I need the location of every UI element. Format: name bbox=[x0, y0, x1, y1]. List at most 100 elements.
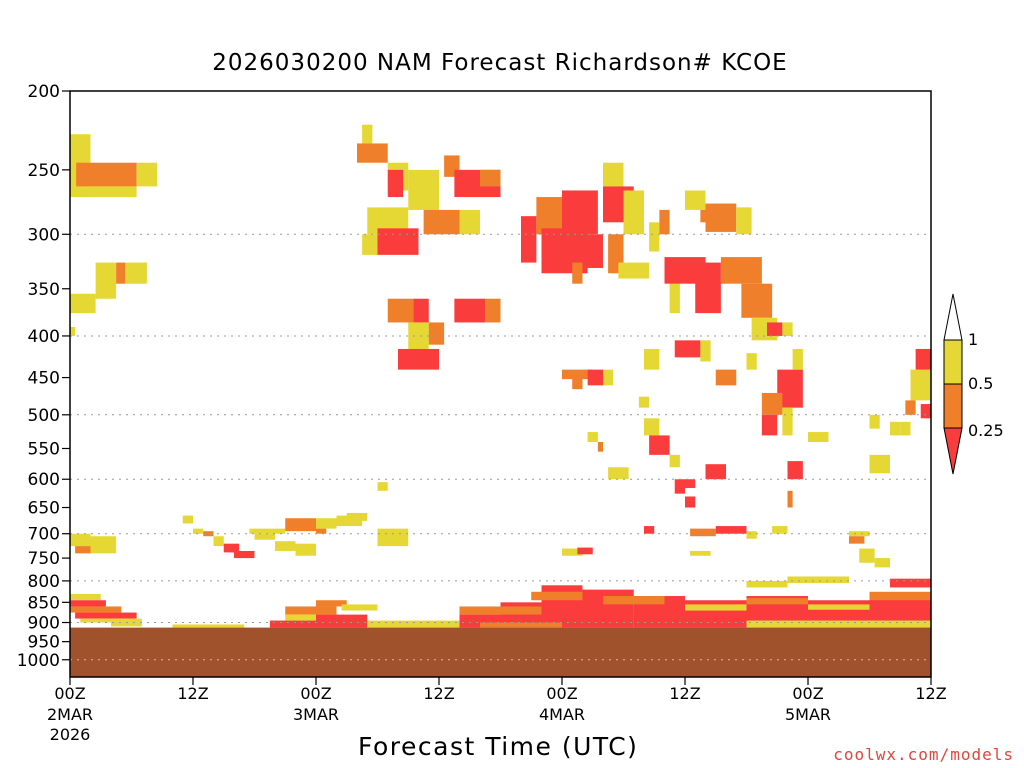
x-tick-label: 12Z bbox=[423, 684, 454, 703]
ri-cell-low bbox=[269, 620, 316, 628]
ri-cell-mid bbox=[459, 606, 542, 615]
ri-cell-mid bbox=[849, 536, 865, 544]
ri-cell-high bbox=[346, 512, 368, 521]
ri-cell-high bbox=[808, 604, 870, 610]
y-tick-label: 750 bbox=[28, 549, 60, 569]
ri-cell-low bbox=[387, 169, 404, 198]
ri-cell-low bbox=[915, 348, 931, 370]
ri-cell-high bbox=[254, 533, 275, 540]
chart-title: 2026030200 NAM Forecast Richardson# KCOE bbox=[212, 50, 788, 76]
ri-cell-low bbox=[413, 298, 429, 323]
ri-cell-mid bbox=[76, 162, 137, 187]
ri-cell-low bbox=[674, 340, 701, 358]
x-date-label: 5MAR bbox=[785, 705, 831, 724]
x-axis-label: Forecast Time (UTC) bbox=[358, 732, 639, 761]
y-tick-label: 400 bbox=[28, 327, 60, 347]
ri-cell-high bbox=[874, 558, 890, 568]
colorbar-bin-high bbox=[943, 339, 963, 385]
ri-cell-high bbox=[193, 528, 204, 534]
ri-cell-high bbox=[111, 622, 142, 627]
x-date-label: 3MAR bbox=[293, 705, 339, 724]
ri-cell-low bbox=[223, 543, 240, 553]
ri-cell-low bbox=[541, 585, 583, 628]
ri-cell-mid bbox=[116, 262, 126, 284]
ri-cell-high bbox=[213, 536, 224, 547]
ri-cell-high bbox=[700, 340, 711, 362]
ri-cell-high bbox=[70, 533, 91, 547]
ri-cell-mid bbox=[480, 169, 501, 187]
ri-cell-high bbox=[772, 526, 788, 534]
ri-cell-high bbox=[685, 190, 706, 210]
gridlines bbox=[70, 233, 931, 661]
x-date-label: 4MAR bbox=[539, 705, 585, 724]
ri-cell-high bbox=[685, 604, 747, 611]
ri-cell-high bbox=[849, 531, 870, 537]
ri-cell-high bbox=[341, 604, 378, 611]
colorbar-label: 0.25 bbox=[968, 421, 1004, 440]
plot-frame bbox=[69, 90, 932, 678]
ri-cell-high bbox=[690, 550, 711, 556]
ri-cell-high bbox=[808, 432, 829, 443]
ri-cell-high bbox=[125, 262, 147, 284]
y-tick-label: 850 bbox=[28, 593, 60, 613]
ri-cell-high bbox=[362, 234, 378, 255]
y-tick-label: 450 bbox=[28, 369, 60, 389]
ri-cell-high bbox=[367, 620, 460, 628]
ri-cell-mid bbox=[387, 298, 414, 323]
y-tick-label: 300 bbox=[28, 225, 60, 245]
ri-cell-high bbox=[316, 518, 337, 529]
source-credit: coolwx.com/models bbox=[833, 745, 1014, 764]
ri-cell-high bbox=[70, 293, 96, 314]
y-tick-label: 950 bbox=[28, 633, 60, 653]
ri-cell-high bbox=[638, 396, 650, 408]
ri-cell-low bbox=[644, 526, 655, 534]
ri-cell-high bbox=[377, 528, 409, 547]
ri-cell-low bbox=[685, 600, 747, 628]
ri-cell-high bbox=[459, 209, 480, 235]
ri-cell-mid bbox=[572, 262, 583, 284]
x-date-label: 2026 bbox=[50, 725, 91, 744]
ri-cell-high bbox=[408, 169, 439, 210]
colorbar-label: 0.5 bbox=[968, 374, 993, 393]
ri-cell-low bbox=[582, 234, 603, 268]
y-tick-label: 900 bbox=[28, 614, 60, 634]
ri-cell-high bbox=[736, 207, 752, 235]
ri-cell-mid bbox=[75, 546, 91, 554]
ri-cell-low bbox=[398, 348, 439, 370]
ri-cell-low bbox=[316, 614, 368, 628]
y-tick-label: 650 bbox=[28, 499, 60, 519]
ri-cell-high bbox=[644, 418, 660, 436]
ri-cell-mid bbox=[720, 257, 762, 284]
ri-cell-high bbox=[562, 548, 583, 556]
ground-below-surface bbox=[70, 627, 931, 677]
x-tick-label: 00Z bbox=[546, 684, 577, 703]
ri-cell-high bbox=[70, 593, 101, 601]
ri-cell-low bbox=[761, 414, 778, 436]
ri-cell-high bbox=[869, 454, 890, 474]
ri-cell-high bbox=[890, 421, 901, 436]
ri-cell-high bbox=[910, 369, 931, 401]
ri-cell-mid bbox=[572, 377, 583, 390]
ri-cell-mid bbox=[905, 400, 916, 415]
ri-cell-mid bbox=[603, 596, 665, 605]
data-cells bbox=[70, 124, 931, 628]
ri-cell-high bbox=[859, 548, 875, 563]
x-date-label: 2MAR bbox=[47, 705, 93, 724]
ri-cell-mid bbox=[423, 209, 460, 235]
ri-cell-high bbox=[787, 576, 849, 584]
colorbar-legend: 1 0.5 0.25 bbox=[943, 293, 1004, 475]
ri-cell-low bbox=[890, 578, 931, 588]
ri-cell-mid bbox=[705, 203, 737, 232]
ri-cell-high bbox=[408, 322, 429, 349]
ri-cell-low bbox=[674, 479, 685, 494]
ri-cell-high bbox=[746, 620, 931, 628]
ri-cell-mid bbox=[285, 606, 337, 615]
x-tick-label: 12Z bbox=[669, 684, 700, 703]
ri-cell-low bbox=[715, 526, 747, 534]
ri-cell-low bbox=[377, 228, 419, 255]
ri-cell-mid bbox=[787, 490, 793, 508]
ri-cell-mid bbox=[316, 528, 327, 534]
x-tick-label: 00Z bbox=[54, 684, 85, 703]
x-tick-label: 12Z bbox=[177, 684, 208, 703]
